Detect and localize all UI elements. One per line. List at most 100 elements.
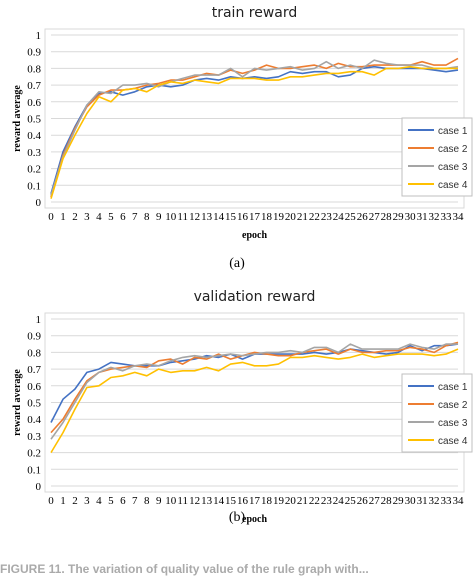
chart-0-xtick-label: 25 [345,211,357,223]
chart-0-xtick-label: 24 [333,211,345,223]
chart-0-xtick-label: 26 [357,211,369,223]
chart-0-ytick-label: 1 [36,30,42,42]
chart-0-xtick-label: 28 [381,211,393,223]
chart-1-xtick-label: 13 [201,495,213,507]
chart-1-xtick-label: 9 [156,495,162,507]
chart-0-xtick-label: 33 [441,211,453,223]
chart-1-xtick-label: 25 [345,495,357,507]
chart-0-legend-label-4: case 4 [438,180,468,191]
chart-1-xtick-label: 12 [189,495,200,507]
chart-0-xtick-label: 8 [144,211,150,223]
chart-0-xtick-label: 22 [309,211,320,223]
chart-1-xtick-label: 23 [321,495,333,507]
chart-0-xtick-label: 5 [108,211,114,223]
chart-0-xtick-label: 1 [60,211,66,223]
chart-1-ytick-label: 1 [36,314,42,326]
chart-1-legend-label-2: case 2 [438,400,468,411]
chart-1-xtick-label: 21 [297,495,308,507]
chart-1-xtick-label: 18 [261,495,273,507]
chart-1-xtick-label: 15 [225,495,237,507]
chart-1-ytick-label: 0 [36,481,42,493]
chart-0-xtick-label: 14 [213,211,225,223]
chart-0-ytick-label: 0.6 [27,97,41,109]
train-reward-panel: train reward 0 0.1 0.2 0.3 0.4 0.5 0.6 0.7 0.8 0.9… [12,5,473,241]
chart-1-ytick-label: 0.4 [27,414,41,426]
chart-0-xlabel: epoch [242,230,267,241]
validation-reward-panel: validation reward 0 0.1 0.2 0.3 0.4 0.5 0.6 0.7 0… [0,288,474,542]
chart-0-title: train reward [212,5,298,21]
chart-1-xtick-label: 8 [144,495,150,507]
chart-1-xtick-label: 3 [84,495,90,507]
chart-0-xtick-label: 18 [261,211,273,223]
chart-0-xtick-label: 11 [177,211,188,223]
chart-1-xtick-label: 33 [441,495,453,507]
chart-1-ytick-label: 0.1 [27,464,41,476]
chart-1-xtick-label: 10 [165,495,177,507]
chart-1-xtick-label: 14 [213,495,225,507]
chart-0-xtick-label: 15 [225,211,237,223]
chart-0-xtick-label: 20 [285,211,297,223]
chart-0-ylabel: reward average [12,85,23,152]
chart-1-ytick-label: 0.2 [27,448,41,460]
chart-1-xtick-label: 31 [417,495,428,507]
chart-0-ytick-label: 0.5 [27,114,41,126]
chart-1-xtick-label: 28 [381,495,393,507]
chart-0-legend-label-1: case 1 [438,126,468,137]
chart-0-series-3-line [50,59,459,196]
chart-1-xtick-label: 2 [72,495,78,507]
chart-0-ytick-label: 0.2 [27,164,41,176]
chart-1-ylabel: reward average [12,369,23,436]
chart-1-legend-label-1: case 1 [438,382,468,393]
chart-0-xtick-label: 6 [120,211,126,223]
chart-0-xtick-label: 29 [393,211,405,223]
chart-0-xtick-label: 17 [249,211,261,223]
chart-1-legend-label-3: case 3 [438,418,468,429]
chart-0-xtick-label: 32 [429,211,440,223]
chart-1-xtick-label: 22 [309,495,320,507]
chart-1-xtick-label: 0 [48,495,54,507]
chart-0-ytick-label: 0.3 [27,147,41,159]
chart-1-xtick-label: 16 [237,495,249,507]
chart-0-legend-label-3: case 3 [438,162,468,173]
chart-1-xtick-label: 29 [393,495,405,507]
chart-1-xtick-label: 24 [333,495,345,507]
chart-1-ytick-label: 0.5 [27,398,41,410]
chart-1-xtick-label: 6 [120,495,126,507]
chart-0-xtick-label: 4 [96,211,102,223]
subfigure-caption-b: (b) [228,510,246,525]
chart-1-series-3-line [50,343,458,440]
chart-1-xlabel: epoch [242,514,267,525]
chart-0-xtick-label: 13 [201,211,213,223]
chart-1-ytick-label: 0.8 [27,347,41,359]
chart-1-legend-label-4: case 4 [438,436,468,447]
chart-0-ytick-label: 0.4 [27,130,41,142]
chart-0-xtick-label: 19 [273,211,285,223]
chart-0-xtick-label: 0 [48,211,54,223]
chart-0-xtick-label: 31 [417,211,428,223]
chart-1-ytick-label: 0.9 [27,331,41,343]
chart-1-series-1-line [50,343,459,423]
chart-0-xtick-label: 21 [297,211,308,223]
chart-0-xtick-label: 2 [72,211,78,223]
chart-1-xtick-label: 27 [369,495,381,507]
chart-0-legend-label-2: case 2 [438,144,468,155]
chart-1-xtick-label: 20 [285,495,297,507]
chart-1-ytick-label: 0.6 [27,381,41,393]
chart-1-series-2-line [50,341,459,434]
chart-0-ytick-label: 0.8 [27,63,41,75]
subfigure-caption-a: (a) [229,256,245,271]
chart-1-ytick-label: 0.3 [27,431,41,443]
chart-1-series-4-line [50,348,459,454]
chart-1-xtick-label: 1 [60,495,66,507]
chart-0-xtick-label: 9 [156,211,162,223]
chart-0-xtick-label: 16 [237,211,249,223]
chart-1-xtick-label: 17 [249,495,261,507]
chart-0-xtick-label: 7 [132,211,138,223]
chart-1-xtick-label: 7 [132,495,138,507]
chart-0-ytick-label: 0 [36,197,42,209]
chart-1-xtick-label: 34 [453,495,465,507]
figure-caption: FIGURE 11. The variation of quality valu… [0,562,369,576]
chart-0-series-1-line [50,65,459,194]
chart-1-xtick-label: 32 [429,495,440,507]
chart-0-ytick-label: 0.1 [27,180,41,192]
